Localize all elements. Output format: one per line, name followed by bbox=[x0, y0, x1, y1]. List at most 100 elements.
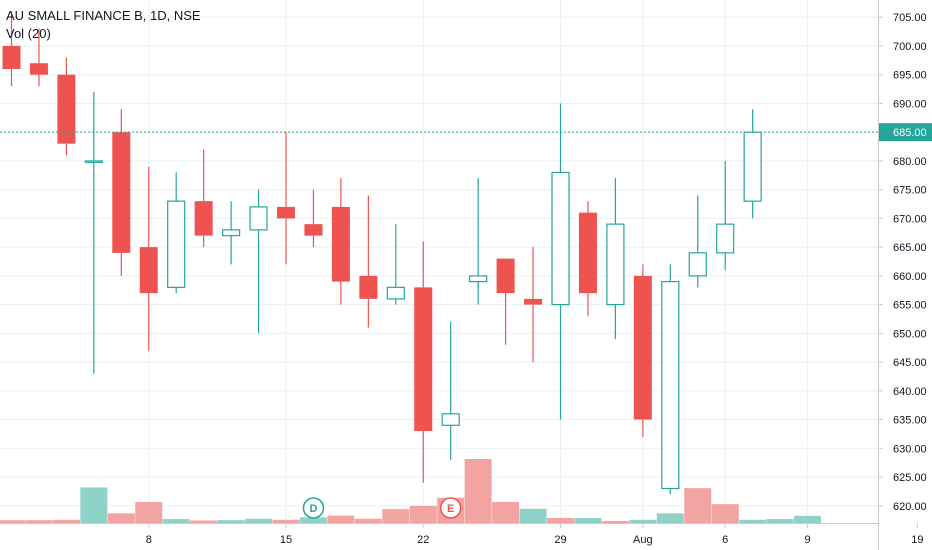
candle-body-22 bbox=[606, 223, 625, 306]
candle-body-15 bbox=[414, 287, 433, 432]
candle-7 bbox=[194, 149, 213, 248]
candlesticks bbox=[2, 11, 762, 495]
candle-24 bbox=[661, 264, 680, 495]
marker-label-1: E bbox=[447, 503, 454, 515]
volume-bar-10 bbox=[272, 519, 300, 523]
candle-18 bbox=[496, 258, 515, 345]
time-tick-label-4: Aug bbox=[633, 534, 653, 546]
candle-body-1 bbox=[29, 63, 48, 75]
candle-body-9 bbox=[249, 206, 268, 231]
candle-body-6 bbox=[167, 200, 186, 288]
volume-bar-18 bbox=[492, 502, 520, 523]
time-axis-background bbox=[0, 523, 878, 550]
volume-indicator-label: Vol (20) bbox=[6, 26, 51, 41]
candle-17 bbox=[469, 178, 488, 305]
marker-earnings[interactable]: E bbox=[439, 497, 462, 519]
volume-bar-4 bbox=[107, 513, 135, 523]
price-tick-label-3: 635.00 bbox=[893, 415, 927, 427]
last-price-label: 685.00 bbox=[879, 123, 932, 142]
volume-bar-3 bbox=[80, 487, 108, 523]
candle-body-26 bbox=[716, 223, 735, 254]
candle-body-17 bbox=[469, 275, 488, 283]
volume-bar-25 bbox=[684, 488, 712, 523]
candle-1 bbox=[29, 28, 48, 87]
volume-bar-2 bbox=[52, 519, 80, 523]
chart-title: AU SMALL FINANCE B, 1D, NSE bbox=[6, 8, 201, 23]
volume-bar-9 bbox=[245, 518, 273, 523]
candle-body-2 bbox=[57, 74, 76, 144]
candle-body-20 bbox=[551, 171, 570, 306]
volume-bar-28 bbox=[766, 519, 794, 523]
candle-body-0 bbox=[2, 45, 21, 69]
candle-25 bbox=[688, 195, 707, 288]
candle-23 bbox=[633, 264, 652, 437]
candle-5 bbox=[139, 166, 158, 351]
candle-body-19 bbox=[524, 298, 543, 305]
volume-bar-21 bbox=[574, 518, 602, 523]
price-tick-label-14: 690.00 bbox=[893, 98, 927, 110]
candle-body-7 bbox=[194, 201, 213, 236]
volume-bar-29 bbox=[794, 515, 822, 523]
candle-body-13 bbox=[359, 275, 378, 299]
volume-bar-27 bbox=[739, 519, 767, 523]
candle-2 bbox=[57, 57, 76, 156]
candle-0 bbox=[2, 11, 21, 87]
candle-body-23 bbox=[633, 275, 652, 420]
candle-body-27 bbox=[743, 131, 762, 202]
price-axis-background bbox=[878, 0, 932, 550]
volume-bar-0 bbox=[0, 520, 25, 523]
candle-body-21 bbox=[578, 212, 597, 294]
time-tick-label-0: 8 bbox=[146, 534, 152, 546]
candle-6 bbox=[167, 172, 186, 294]
candle-body-12 bbox=[331, 206, 350, 282]
volume-bar-15 bbox=[409, 505, 437, 523]
time-tick-label-7: 19 bbox=[911, 534, 923, 546]
price-tick-label-11: 675.00 bbox=[893, 185, 927, 197]
candle-body-18 bbox=[496, 258, 515, 294]
time-tick-label-1: 15 bbox=[280, 534, 292, 546]
price-tick-label-2: 630.00 bbox=[893, 443, 927, 455]
time-tick-label-5: 6 bbox=[722, 534, 728, 546]
candle-body-4 bbox=[112, 132, 131, 253]
candle-9 bbox=[249, 189, 268, 334]
last-price-label-bg bbox=[879, 123, 932, 142]
candle-21 bbox=[578, 201, 597, 317]
price-axis[interactable]: 620.00 625.00 630.00 635.00 640.00 645.00 650.… bbox=[878, 0, 932, 550]
candle-body-5 bbox=[139, 247, 158, 294]
candle-20 bbox=[551, 103, 570, 420]
last-price-label-text: 685.00 bbox=[893, 127, 927, 139]
candle-3 bbox=[84, 91, 103, 374]
volume-bar-13 bbox=[354, 518, 382, 523]
volume-bar-1 bbox=[25, 520, 53, 523]
volume-bar-23 bbox=[629, 519, 657, 523]
price-tick-label-8: 660.00 bbox=[893, 271, 927, 283]
time-axis[interactable]: 8 15 22 29 Aug 6 9 19 bbox=[0, 523, 923, 550]
price-tick-label-9: 665.00 bbox=[893, 242, 927, 254]
candle-body-11 bbox=[304, 224, 323, 236]
volume-bar-8 bbox=[217, 520, 245, 523]
candle-body-3 bbox=[84, 160, 103, 164]
price-tick-label-12: 680.00 bbox=[893, 156, 927, 168]
price-tick-label-17: 705.00 bbox=[893, 12, 927, 24]
candle-4 bbox=[112, 109, 131, 276]
price-tick-label-5: 645.00 bbox=[893, 357, 927, 369]
candle-26 bbox=[716, 160, 735, 271]
time-tick-label-3: 29 bbox=[554, 534, 566, 546]
price-tick-label-7: 655.00 bbox=[893, 300, 927, 312]
price-tick-label-4: 640.00 bbox=[893, 386, 927, 398]
volume-bar-6 bbox=[162, 519, 190, 523]
candle-10 bbox=[277, 132, 295, 265]
volume-bar-22 bbox=[601, 521, 629, 523]
candle-body-16 bbox=[441, 413, 460, 426]
chart-grid bbox=[0, 0, 918, 523]
candle-15 bbox=[414, 241, 433, 483]
time-tick-label-2: 22 bbox=[417, 534, 429, 546]
candle-13 bbox=[359, 195, 378, 328]
price-tick-label-6: 650.00 bbox=[893, 328, 927, 340]
candle-body-14 bbox=[386, 286, 405, 300]
volume-bars bbox=[0, 459, 822, 523]
marker-dividend[interactable]: D bbox=[302, 497, 325, 519]
price-tick-label-15: 695.00 bbox=[893, 70, 927, 82]
